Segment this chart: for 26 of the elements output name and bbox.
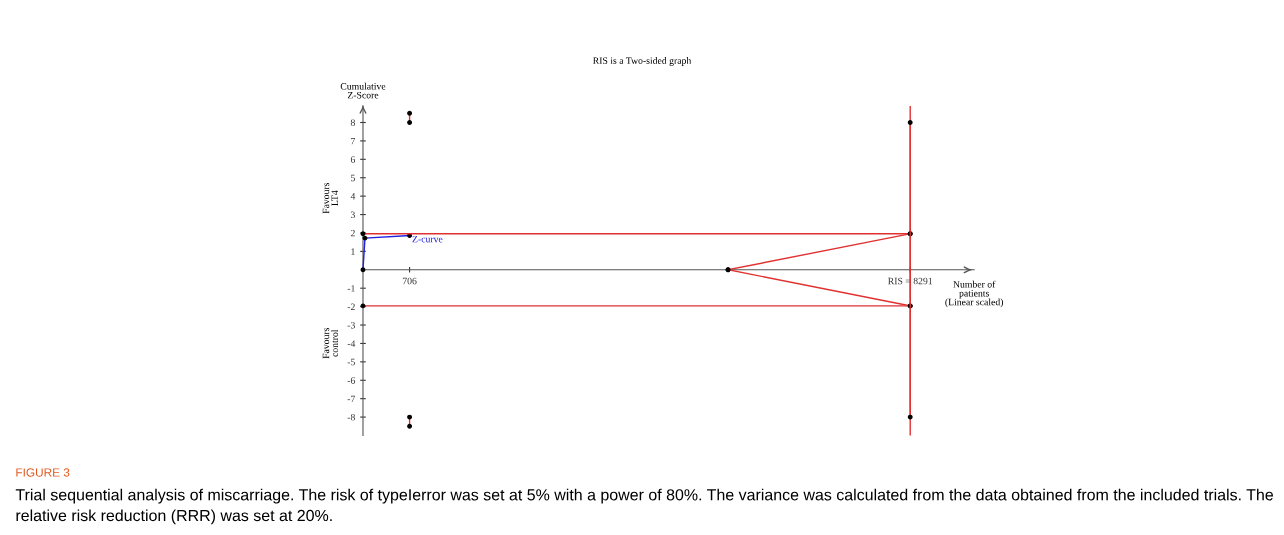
x-tick-label: 706 [402, 277, 417, 285]
text: Trial sequential analysis of miscarriage. The risk of typeIerror was set at 5% with a power of 80%. The variance was calculated from the data obtained from the included trials. The relative risk reduction (RRR) was set at 20%. [15, 488, 1273, 525]
y-tick-label: 3 [350, 211, 355, 219]
x-tick-label: RIS = 8291 [888, 277, 933, 285]
y-tick-label: -7 [347, 395, 356, 403]
y-tick-label: 6 [350, 156, 356, 163]
y-tick-label: 4 [350, 193, 356, 200]
chart-title: RIS is a Two-sided graph [593, 57, 692, 66]
y-tick-label: -8 [347, 413, 355, 421]
y-axis-title: Cumulative Z-Score [340, 82, 386, 99]
text: Favours control [322, 327, 339, 359]
y-tick-label: 2 [350, 229, 355, 237]
text: Favours LT4 [322, 182, 338, 214]
y-tick-label: -1 [347, 285, 355, 292]
y-tick-label: -3 [347, 321, 355, 329]
series-label: Z-curve [412, 235, 443, 243]
y-tick-label: -2 [347, 303, 355, 310]
y-tick-label: -4 [347, 340, 356, 347]
y-tick-label: -6 [347, 377, 356, 384]
y-tick-label: 7 [351, 137, 356, 145]
y-tick-label: 5 [351, 174, 355, 182]
y-tick-label: 8 [350, 119, 355, 126]
y-tick-label: 1 [351, 248, 355, 255]
caption: FIGURE 3 [16, 468, 70, 477]
x-axis-title: Number of patients (Linear scaled) [945, 280, 1004, 308]
y-tick-label: -5 [347, 358, 355, 366]
